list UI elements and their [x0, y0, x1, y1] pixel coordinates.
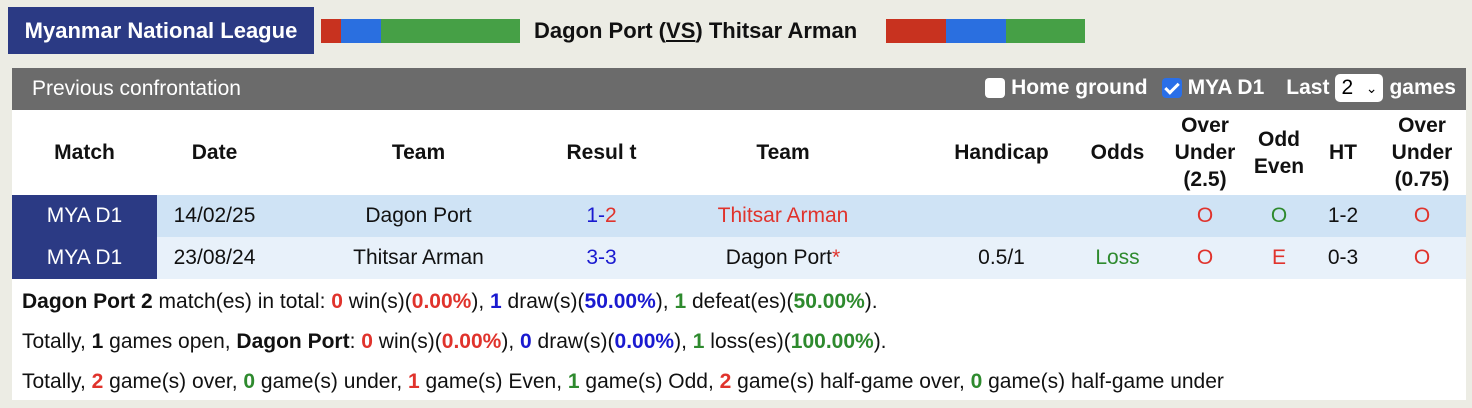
vs-link[interactable]: VS: [666, 18, 696, 43]
odd-even: O: [1250, 195, 1308, 237]
summary-handicap: Totally, 1 games open, Dagon Port: 0 win…: [22, 330, 887, 353]
result[interactable]: 3-3: [565, 237, 638, 279]
result[interactable]: 1-2: [565, 195, 638, 237]
over-under-ht: O: [1378, 237, 1466, 279]
match-date: 23/08/24: [157, 237, 272, 279]
games-label: games: [1389, 76, 1456, 99]
odds-result: [1075, 195, 1160, 237]
col-date: Date: [191, 141, 238, 164]
league-filter-label: MYA D1: [1187, 76, 1265, 99]
summary-over-under: Totally, 2 game(s) over, 0 game(s) under…: [22, 370, 1224, 393]
over-under: O: [1160, 195, 1250, 237]
away-form-bar: [886, 19, 1085, 43]
home-form-bar: [321, 19, 520, 43]
col-handicap: Handicap: [954, 141, 1049, 164]
home-team[interactable]: Dagon Port: [272, 195, 565, 237]
match-date: 14/02/25: [157, 195, 272, 237]
col-ht: HT: [1329, 141, 1357, 164]
home-ground-checkbox[interactable]: [985, 78, 1006, 98]
last-games-value: 2: [1341, 76, 1354, 99]
col-over-under-ht: Over Under (0.75): [1391, 114, 1453, 191]
away-team[interactable]: Dagon Port*: [638, 237, 928, 279]
over-under-ht: O: [1378, 195, 1466, 237]
over-under: O: [1160, 237, 1250, 279]
match-header: Myanmar National League Dagon Port (VS) …: [0, 0, 1472, 60]
league-title[interactable]: Myanmar National League: [8, 7, 314, 54]
col-odds: Odds: [1090, 141, 1145, 164]
table-row: MYA D1 14/02/25 Dagon Port 1-2 Thitsar A…: [12, 195, 1466, 237]
away-team[interactable]: Thitsar Arman: [638, 195, 928, 237]
summary-record: Dagon Port 2 match(es) in total: 0 win(s…: [22, 290, 878, 313]
col-odd-even: Odd Even: [1253, 127, 1305, 178]
col-match: Match: [54, 141, 115, 164]
half-time: 1-2: [1308, 195, 1378, 237]
confrontation-table: Match Date Team Resul t Team Handicap Od…: [12, 110, 1466, 279]
chevron-down-icon: ⌄: [1365, 79, 1378, 96]
league-filter-checkbox[interactable]: [1161, 78, 1182, 98]
odds-result: Loss: [1075, 237, 1160, 279]
panel-title: Previous confrontation: [32, 77, 241, 100]
col-home-team: Team: [391, 141, 446, 164]
home-ground-label: Home ground: [1011, 76, 1148, 99]
home-team-title[interactable]: Dagon Port: [534, 18, 653, 43]
col-result: Resul t: [566, 141, 637, 164]
table-row: MYA D1 23/08/24 Thitsar Arman 3-3 Dagon …: [12, 237, 1466, 279]
col-over-under: Over Under (2.5): [1174, 114, 1236, 191]
match-title: Dagon Port (VS) Thitsar Arman: [534, 18, 858, 43]
last-label: Last: [1286, 76, 1330, 99]
match-league[interactable]: MYA D1: [12, 237, 157, 279]
away-team-title[interactable]: Thitsar Arman: [708, 18, 858, 43]
odd-even: E: [1250, 237, 1308, 279]
home-team[interactable]: Thitsar Arman: [272, 237, 565, 279]
panel-header: Previous confrontation Home ground MYA D…: [12, 68, 1466, 110]
handicap: 0.5/1: [928, 237, 1075, 279]
col-away-team: Team: [756, 141, 810, 164]
handicap: [928, 195, 1075, 237]
previous-confrontation-panel: Previous confrontation Home ground MYA D…: [12, 68, 1466, 400]
half-time: 0-3: [1308, 237, 1378, 279]
last-games-select[interactable]: 2 ⌄: [1335, 74, 1384, 102]
table-header-row: Match Date Team Resul t Team Handicap Od…: [12, 110, 1466, 195]
match-league[interactable]: MYA D1: [12, 195, 157, 237]
